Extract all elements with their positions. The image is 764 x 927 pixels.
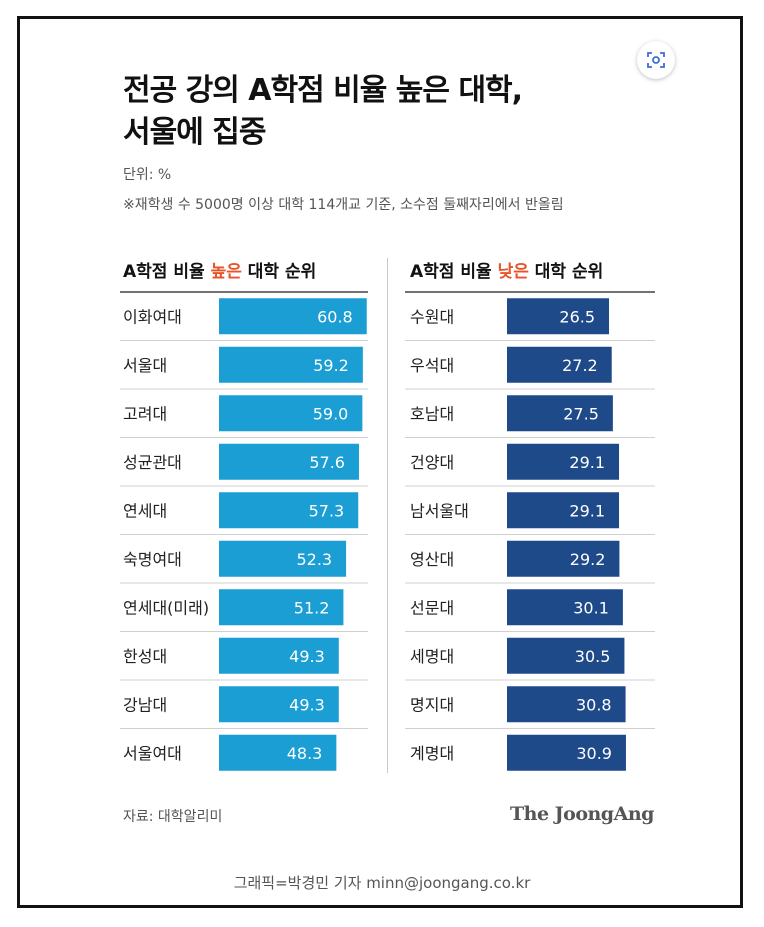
low-bar: [507, 540, 620, 577]
high-bar: [219, 637, 339, 674]
chart-title-line2: 서울에 집중: [123, 115, 266, 150]
high-value-label: 59.2: [313, 356, 349, 375]
high-bar: [219, 395, 363, 432]
brand-logo: The JoongAng: [510, 803, 654, 825]
low-value-label: 27.5: [563, 404, 599, 423]
low-chart-title: A학점 비율 낮은 대학 순위: [410, 257, 603, 282]
low-category-label: 선문대: [410, 598, 454, 617]
low-category-label: 남서울대: [410, 501, 469, 520]
footnote: ※재학생 수 5000명 이상 대학 114개교 기준, 소수점 둘째자리에서 …: [123, 197, 564, 213]
low-category-label: 세명대: [410, 647, 454, 666]
high-value-label: 49.3: [289, 647, 325, 666]
high-value-label: 51.2: [294, 598, 330, 617]
low-value-label: 29.1: [569, 453, 605, 472]
low-bar: [507, 395, 613, 432]
low-value-label: 30.5: [575, 647, 611, 666]
low-category-label: 우석대: [410, 356, 454, 375]
low-bar: [507, 492, 620, 529]
low-bar: [507, 686, 626, 723]
low-title-suffix: 대학 순위: [528, 262, 604, 282]
high-category-label: 숙명여대: [123, 550, 182, 569]
high-category-label: 이화여대: [123, 307, 182, 326]
high-category-label: 서울대: [123, 356, 167, 375]
source-label: 자료: 대학알리미: [123, 809, 223, 825]
high-category-label: 연세대: [123, 501, 167, 520]
chart-title-line1: 전공 강의 A학점 비율 높은 대학,: [123, 73, 523, 108]
low-category-label: 계명대: [410, 744, 454, 763]
high-title-highlight: 높은: [210, 262, 242, 282]
low-value-label: 30.9: [576, 744, 612, 763]
high-title-suffix: 대학 순위: [241, 262, 317, 282]
low-title-prefix: A학점 비율: [410, 262, 498, 282]
high-bar-chart: 이화여대 60.8 서울대 59.2 고려대 59.0 성균관대 57.6 연세대 57.3 숙명여…: [120, 291, 368, 771]
low-value-label: 26.5: [559, 307, 595, 326]
low-category-label: 건양대: [410, 453, 454, 472]
unit-label: 단위: %: [123, 167, 172, 183]
high-bar: [219, 492, 359, 529]
low-value-label: 30.8: [576, 695, 612, 714]
high-category-label: 한성대: [123, 647, 167, 666]
high-chart-title: A학점 비율 높은 대학 순위: [123, 257, 316, 282]
low-bar-chart: 수원대 26.5 우석대 27.2 호남대 27.5 건양대 29.1 남서울대 29.1 영산대 2…: [405, 291, 655, 771]
low-bar: [507, 346, 612, 383]
high-value-label: 48.3: [287, 744, 323, 763]
high-bar: [219, 540, 347, 577]
low-value-label: 30.1: [573, 598, 609, 617]
low-category-label: 명지대: [410, 695, 454, 714]
high-bar: [219, 734, 337, 771]
high-category-label: 연세대(미래): [123, 598, 209, 617]
high-bar: [219, 443, 359, 480]
high-bar: [219, 346, 363, 383]
low-bar: [507, 298, 610, 335]
graphic-credit: 그래픽=박경민 기자 minn@joongang.co.kr: [233, 874, 531, 892]
low-category-label: 수원대: [410, 307, 454, 326]
low-category-label: 영산대: [410, 550, 454, 569]
high-value-label: 57.3: [309, 501, 345, 520]
high-bar: [219, 298, 367, 335]
lens-search-button[interactable]: [637, 41, 675, 79]
high-value-label: 49.3: [289, 695, 325, 714]
low-bar: [507, 734, 626, 771]
high-value-label: 52.3: [296, 550, 332, 569]
chart-title: 전공 강의 A학점 비율 높은 대학, 서울에 집중: [123, 70, 523, 154]
high-category-label: 강남대: [123, 695, 167, 714]
low-bar: [507, 589, 623, 626]
high-value-label: 60.8: [317, 307, 353, 326]
high-value-label: 59.0: [313, 404, 349, 423]
high-title-prefix: A학점 비율: [123, 262, 211, 282]
low-bar: [507, 637, 625, 674]
low-bar: [507, 443, 620, 480]
column-divider: [387, 258, 388, 773]
low-value-label: 29.2: [570, 550, 606, 569]
high-value-label: 57.6: [309, 453, 345, 472]
low-title-highlight: 낮은: [497, 262, 529, 282]
high-category-label: 성균관대: [123, 453, 182, 472]
low-category-label: 호남대: [410, 404, 454, 423]
high-category-label: 고려대: [123, 404, 167, 423]
high-bar: [219, 686, 339, 723]
high-category-label: 서울여대: [123, 744, 182, 763]
low-value-label: 29.1: [569, 501, 605, 520]
high-bar: [219, 589, 344, 626]
low-value-label: 27.2: [562, 356, 598, 375]
lens-search-icon: [647, 52, 665, 68]
